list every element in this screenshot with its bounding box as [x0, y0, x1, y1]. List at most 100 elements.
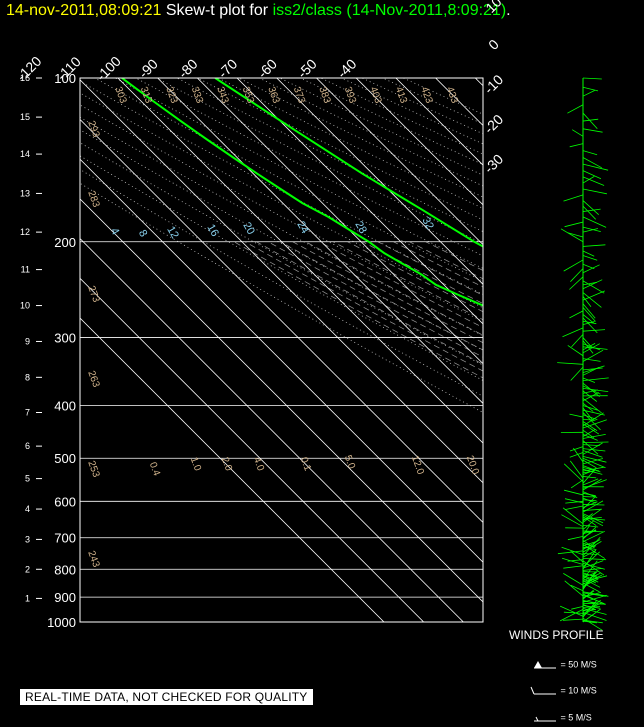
dry-adiabat-423: [300, 78, 483, 166]
wind-barb-844: [582, 575, 608, 583]
isotherm-30: [634, 78, 644, 622]
theta-left-label-5: 243: [85, 549, 101, 569]
height-label-15: 15: [20, 112, 30, 122]
isotherm-20: [594, 78, 644, 622]
wind-barb-608: [582, 504, 605, 506]
wind-barb-256: [582, 290, 605, 301]
plot-frame: [79, 77, 484, 623]
pressure-label-100: 100: [54, 71, 76, 86]
wind-barb-392: [582, 392, 599, 402]
wind-barb-264: [582, 307, 596, 322]
wind-barb-552: [563, 463, 584, 482]
wind-barb-652: [582, 513, 593, 522]
dry-adiabat-353: [156, 78, 483, 245]
moist-adiabat-20: [362, 241, 483, 304]
wind-barb-972: [582, 607, 595, 616]
theta-top-label-6: 363: [265, 85, 281, 105]
winds-profile-title: WINDS PROFILE: [509, 628, 604, 642]
wind-barb-316: [582, 343, 596, 351]
theta-top-label-8: 383: [316, 85, 332, 105]
height-label-3: 3: [25, 534, 30, 544]
isotherm-right-label-3: 0: [485, 36, 502, 53]
wind-barb-172: [582, 205, 596, 220]
wind-barb-996: [582, 620, 597, 624]
wind-barb-788: [563, 565, 584, 569]
wind-barb-332: [582, 349, 604, 362]
isotherm-0: [515, 78, 644, 622]
wind-barb-400: [582, 405, 598, 411]
theta-top-label-2: 323: [163, 85, 179, 105]
thetae-label-4: 0.1: [298, 456, 313, 473]
wind-barb-964: [563, 611, 584, 614]
wind-barb-416: [582, 414, 598, 420]
mixing-label-3: 16: [204, 222, 221, 239]
wind-barb-460: [582, 434, 606, 439]
wind-barb-168: [582, 200, 599, 215]
wind-barb-548: [570, 479, 584, 489]
title-prefix: Skew-t plot for: [165, 2, 269, 19]
isotherm--40: [355, 78, 483, 206]
pressure-label-1000: 1000: [47, 615, 76, 630]
height-label-1: 1: [25, 593, 30, 603]
wind-barb-132: [569, 143, 584, 148]
wind-barb-124: [582, 128, 603, 133]
plot-area: [80, 78, 644, 622]
wind-key-5-label: = 5 M/S: [560, 712, 592, 723]
theta-left-label-3: 263: [85, 369, 101, 389]
theta-top-label-1: 313: [138, 85, 154, 105]
wind-barb-764: [582, 558, 607, 561]
thetae-label-6: 12.0: [409, 454, 426, 476]
dry-adiabat-253: [80, 155, 483, 381]
moist-adiabat--12: [256, 241, 483, 365]
wind-key-50-label: = 50 M/S: [560, 659, 597, 670]
wind-barb-204: [582, 244, 606, 247]
wind-barb-196: [567, 232, 584, 238]
height-label-11: 11: [21, 265, 30, 275]
mixing-label-2: 12: [164, 224, 181, 241]
dry-adiabat-233: [80, 182, 483, 413]
wind-barb-504: [582, 459, 597, 469]
wind-barb-308: [582, 343, 601, 351]
wind-barb-456: [582, 429, 596, 437]
wind-barb-236: [582, 280, 605, 294]
wind-barb-580: [582, 492, 596, 497]
wind-barb-492: [582, 442, 603, 455]
wind-barb-296: [571, 334, 584, 348]
wind-barb-388: [582, 398, 602, 414]
wind-barb-692: [582, 524, 591, 536]
wind-barb-540: [582, 476, 597, 479]
wind-barb-560: [582, 478, 599, 486]
wind-key-10-label: = 10 M/S: [560, 685, 597, 696]
thetae-label-0: 0.4: [147, 461, 162, 478]
isotherm--100: [117, 78, 483, 444]
wind-barb-584: [564, 489, 584, 496]
thetae-label-5: 5.0: [342, 454, 357, 471]
thetae-label-7: 20.0: [464, 454, 481, 476]
wind-barb-948: [559, 609, 584, 622]
wind-barb-740: [557, 550, 584, 555]
wind-barb-800: [582, 549, 597, 570]
height-label-7: 7: [25, 408, 30, 418]
wind-barb-260: [582, 303, 596, 319]
wind-barb-116: [582, 112, 598, 129]
wind-barb-648: [582, 517, 602, 520]
dry-adiabat-263: [80, 142, 483, 366]
wind-key-5: = 5 M/S: [530, 712, 592, 724]
isotherm--140: [80, 198, 483, 603]
isotherm-right-label-1: -20: [481, 111, 507, 137]
wind-barb-968: [582, 599, 601, 615]
wind-barb-572: [582, 478, 602, 491]
wind-barb-320: [582, 343, 600, 354]
wind-barb-512: [582, 458, 604, 465]
wind-barb-668: [561, 514, 584, 528]
height-label-10: 10: [20, 301, 30, 311]
wind-barb-1000: [582, 608, 601, 623]
wind-barb-704: [582, 526, 597, 540]
isotherm-top-label-5: -70: [215, 56, 241, 82]
moist-adiabat-36: [425, 241, 483, 271]
wind-barb-152: [582, 176, 605, 186]
trace-dew-point: [121, 78, 483, 307]
wind-barb-776: [570, 550, 584, 563]
wind-barb-232: [569, 276, 584, 290]
